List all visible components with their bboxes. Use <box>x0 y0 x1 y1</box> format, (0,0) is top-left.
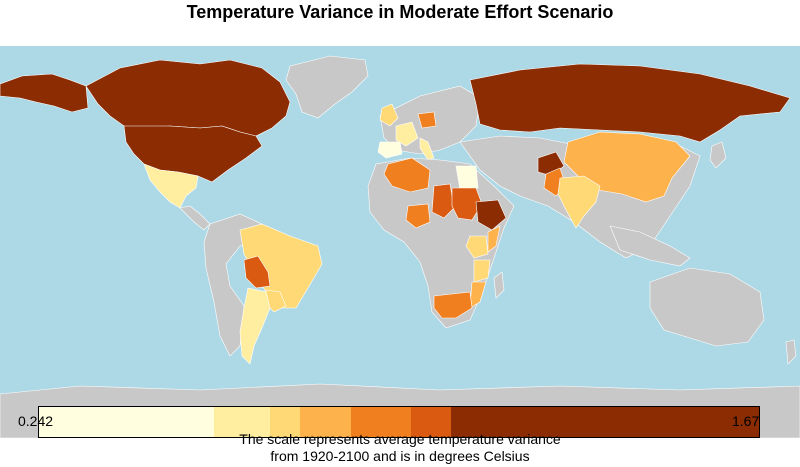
caption-line-1: The scale represents average temperature… <box>239 431 561 447</box>
region-greenland <box>285 55 369 119</box>
region-sudan <box>451 187 483 221</box>
region-argentina <box>239 287 271 365</box>
legend-segment-1 <box>214 407 270 437</box>
legend-segment-3 <box>300 407 351 437</box>
legend-caption: The scale represents average temperature… <box>0 431 800 465</box>
region-italy <box>419 137 435 161</box>
region-nigeria <box>405 203 431 229</box>
region-central-america <box>179 205 211 231</box>
region-mexico <box>143 163 199 209</box>
legend-segment-5 <box>411 407 452 437</box>
region-south-africa <box>433 291 473 319</box>
caption-line-2: from 1920-2100 and is in degrees Celsius <box>270 448 530 464</box>
region-egypt <box>455 165 479 191</box>
region-poland <box>417 111 437 129</box>
region-madagascar <box>493 271 505 299</box>
region-southeast-asia <box>609 225 691 267</box>
region-japan <box>709 141 727 169</box>
region-ethiopia <box>475 199 507 231</box>
region-new-zealand <box>785 339 797 365</box>
region-tanzania <box>473 259 491 283</box>
legend-segment-4 <box>350 407 412 437</box>
region-india <box>557 175 601 229</box>
region-australia <box>649 267 765 347</box>
legend-segment-2 <box>269 407 301 437</box>
region-somalia <box>487 225 501 253</box>
region-united-states <box>123 125 263 183</box>
region-chad <box>431 183 455 219</box>
region-kenya <box>465 235 489 259</box>
region-russia <box>469 63 791 143</box>
legend-max-label: 1.67 <box>732 413 760 429</box>
map-svg <box>0 55 800 438</box>
region-alaska <box>0 73 89 113</box>
region-canada <box>85 59 291 137</box>
region-bolivia <box>243 255 271 289</box>
map-title: Temperature Variance in Moderate Effort … <box>186 2 614 22</box>
region-mozambique <box>469 281 487 309</box>
legend-segment-6 <box>451 407 759 437</box>
region-france <box>395 121 419 147</box>
legend-segment-0 <box>39 407 215 437</box>
legend-min-label: 0.242 <box>18 413 54 429</box>
world-map <box>0 46 800 438</box>
legend-color-bar <box>38 406 760 438</box>
region-spain <box>377 141 403 159</box>
region-algeria <box>383 157 431 193</box>
region-ireland <box>379 103 399 127</box>
